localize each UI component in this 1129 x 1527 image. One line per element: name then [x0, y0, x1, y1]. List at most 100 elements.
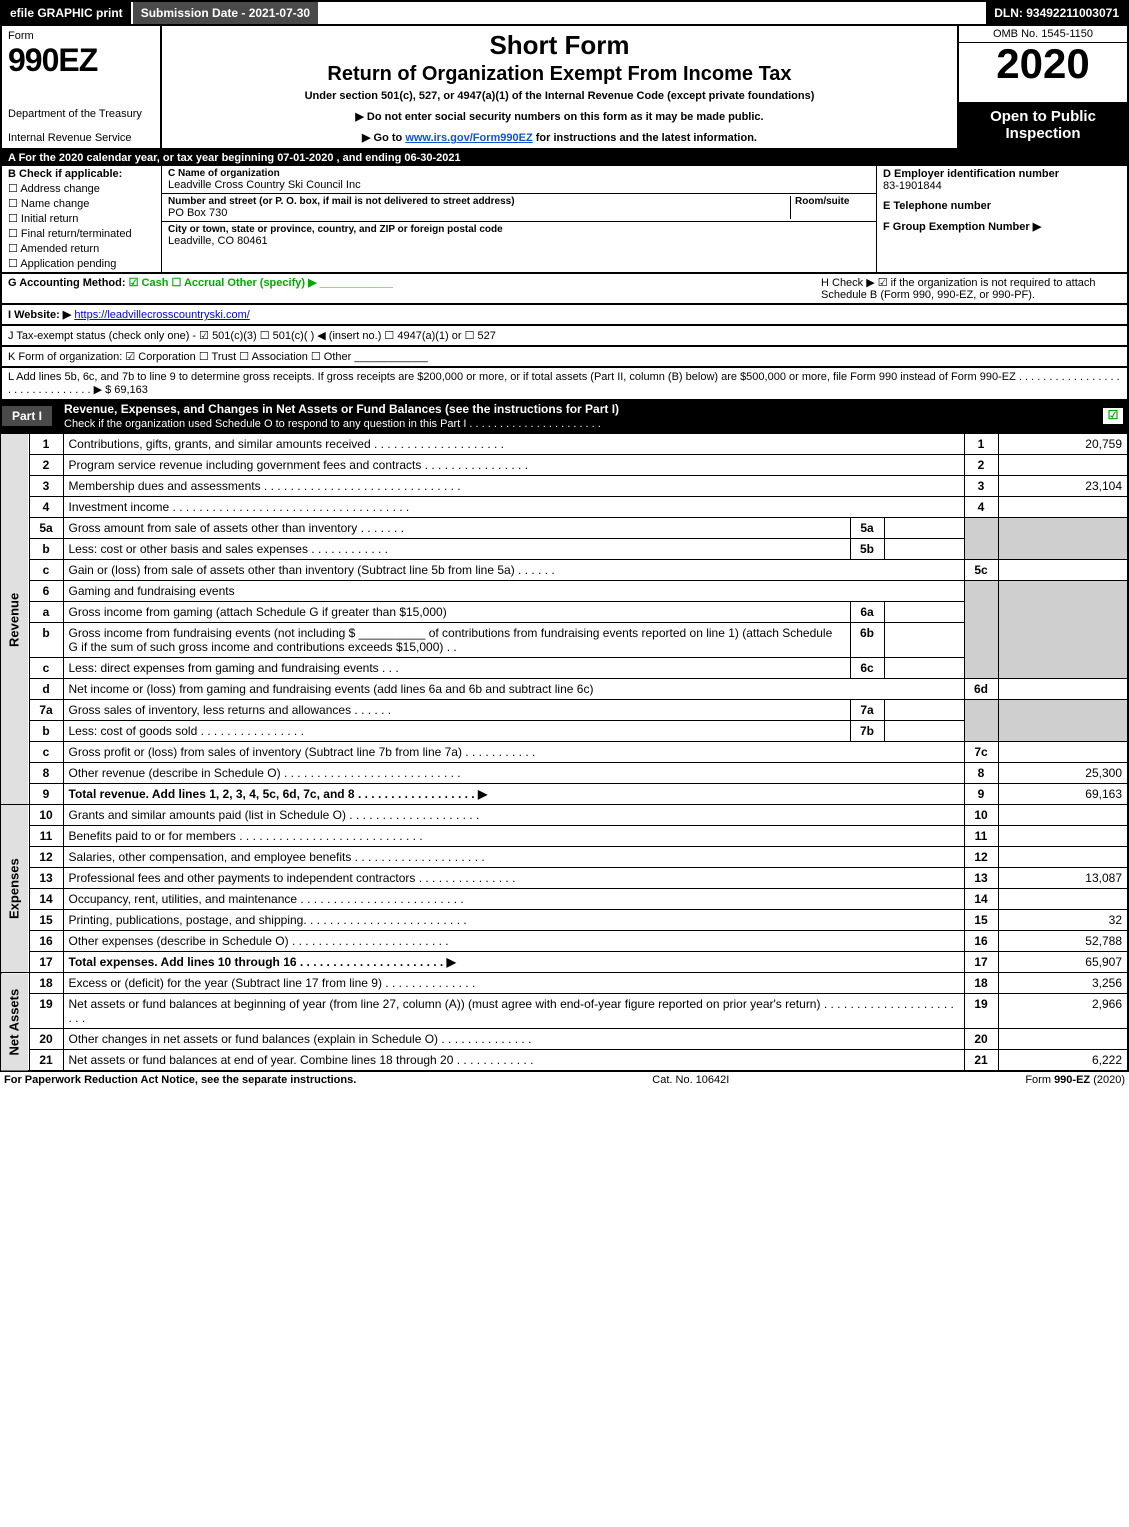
part1-schedule-o-checkbox[interactable]: ☑ — [1103, 408, 1123, 424]
subln-5b: 5b — [850, 539, 884, 560]
tel-label: E Telephone number — [883, 200, 991, 212]
subln-7a: 7a — [850, 700, 884, 721]
org-name: Leadville Cross Country Ski Council Inc — [168, 179, 870, 191]
tax-year: 2020 — [959, 43, 1127, 85]
ln-1: 1 — [29, 434, 63, 455]
org-name-row: C Name of organization Leadville Cross C… — [162, 166, 876, 194]
numcol-16: 16 — [964, 931, 998, 952]
desc-9: Total revenue. Add lines 1, 2, 3, 4, 5c,… — [63, 784, 964, 805]
col-b-checkboxes: B Check if applicable: ☐ Address change … — [2, 166, 162, 272]
desc-14: Occupancy, rent, utilities, and maintena… — [63, 889, 964, 910]
form-number: 990EZ — [8, 42, 154, 79]
i-website-row: I Website: ▶ https://leadvillecrosscount… — [0, 305, 1129, 326]
ln-6b: b — [29, 623, 63, 658]
dept-irs: Internal Revenue Service — [8, 132, 154, 144]
subln-6b: 6b — [850, 623, 884, 658]
header-left: Form 990EZ Department of the Treasury In… — [2, 26, 162, 148]
note-link: ▶ Go to www.irs.gov/Form990EZ for instru… — [170, 131, 949, 144]
side-expenses: Expenses — [1, 805, 29, 973]
ln-7b: b — [29, 721, 63, 742]
h-schedule-b: H Check ▶ ☑ if the organization is not r… — [821, 276, 1121, 301]
g-accounting: G Accounting Method: ☑ Cash ☐ Accrual Ot… — [8, 276, 821, 301]
desc-21: Net assets or fund balances at end of ye… — [63, 1050, 964, 1072]
efile-label[interactable]: efile GRAPHIC print — [2, 2, 131, 24]
website-link[interactable]: https://leadvillecrosscountryski.com/ — [74, 309, 249, 321]
irs-link[interactable]: www.irs.gov/Form990EZ — [405, 132, 532, 144]
cb-initial-return[interactable]: ☐ Initial return — [8, 212, 155, 225]
desc-17: Total expenses. Add lines 10 through 16 … — [63, 952, 964, 973]
street-label: Number and street (or P. O. box, if mail… — [168, 196, 790, 207]
footer-center: Cat. No. 10642I — [652, 1074, 729, 1086]
cb-application-pending[interactable]: ☐ Application pending — [8, 257, 155, 270]
val-16: 52,788 — [998, 931, 1128, 952]
cb-name-change[interactable]: ☐ Name change — [8, 197, 155, 210]
val-1: 20,759 — [998, 434, 1128, 455]
subln-7b: 7b — [850, 721, 884, 742]
g-label: G Accounting Method: — [8, 277, 126, 289]
val-5c — [998, 560, 1128, 581]
numcol-10: 10 — [964, 805, 998, 826]
ln-6d: d — [29, 679, 63, 700]
ln-11: 11 — [29, 826, 63, 847]
dln: DLN: 93492211003071 — [986, 2, 1127, 24]
ln-6c: c — [29, 658, 63, 679]
val-19: 2,966 — [998, 994, 1128, 1029]
greyval-6abc — [998, 581, 1128, 679]
desc-20: Other changes in net assets or fund bala… — [63, 1029, 964, 1050]
footer-right: Form 990-EZ (2020) — [1025, 1074, 1125, 1086]
ln-14: 14 — [29, 889, 63, 910]
numcol-17: 17 — [964, 952, 998, 973]
org-name-label: C Name of organization — [168, 168, 870, 179]
numcol-12: 12 — [964, 847, 998, 868]
header-center: Short Form Return of Organization Exempt… — [162, 26, 957, 148]
val-3: 23,104 — [998, 476, 1128, 497]
cb-final-return[interactable]: ☐ Final return/terminated — [8, 227, 155, 240]
val-6d — [998, 679, 1128, 700]
room-label: Room/suite — [795, 196, 870, 207]
ein-label: D Employer identification number — [883, 168, 1059, 180]
val-4 — [998, 497, 1128, 518]
ln-5b: b — [29, 539, 63, 560]
ln-18: 18 — [29, 973, 63, 994]
ln-17: 17 — [29, 952, 63, 973]
val-8: 25,300 — [998, 763, 1128, 784]
grey-7ab — [964, 700, 998, 742]
val-14 — [998, 889, 1128, 910]
greyval-7ab — [998, 700, 1128, 742]
desc-5b: Less: cost or other basis and sales expe… — [63, 539, 850, 560]
desc-6c: Less: direct expenses from gaming and fu… — [63, 658, 850, 679]
desc-7a: Gross sales of inventory, less returns a… — [63, 700, 850, 721]
form-label: Form — [8, 30, 154, 42]
desc-16: Other expenses (describe in Schedule O) … — [63, 931, 964, 952]
top-spacer — [320, 2, 986, 24]
subtitle: Under section 501(c), 527, or 4947(a)(1)… — [170, 90, 949, 102]
val-17: 65,907 — [998, 952, 1128, 973]
part1-tab: Part I — [2, 406, 52, 426]
desc-1: Contributions, gifts, grants, and simila… — [63, 434, 964, 455]
val-12 — [998, 847, 1128, 868]
ln-21: 21 — [29, 1050, 63, 1072]
part1-header: Part I Revenue, Expenses, and Changes in… — [0, 399, 1129, 433]
numcol-9: 9 — [964, 784, 998, 805]
section-a-tax-year: A For the 2020 calendar year, or tax yea… — [0, 150, 1129, 166]
desc-3: Membership dues and assessments . . . . … — [63, 476, 964, 497]
col-d: D Employer identification number83-19018… — [877, 166, 1127, 272]
val-9: 69,163 — [998, 784, 1128, 805]
ln-6a: a — [29, 602, 63, 623]
col-b-head: B Check if applicable: — [8, 168, 155, 180]
numcol-8: 8 — [964, 763, 998, 784]
ln-10: 10 — [29, 805, 63, 826]
numcol-13: 13 — [964, 868, 998, 889]
desc-19: Net assets or fund balances at beginning… — [63, 994, 964, 1029]
val-10 — [998, 805, 1128, 826]
numcol-1: 1 — [964, 434, 998, 455]
val-21: 6,222 — [998, 1050, 1128, 1072]
subln-5a: 5a — [850, 518, 884, 539]
cb-amended-return[interactable]: ☐ Amended return — [8, 242, 155, 255]
desc-12: Salaries, other compensation, and employ… — [63, 847, 964, 868]
desc-7b: Less: cost of goods sold . . . . . . . .… — [63, 721, 850, 742]
city: Leadville, CO 80461 — [168, 235, 870, 247]
cb-address-change[interactable]: ☐ Address change — [8, 182, 155, 195]
ln-7a: 7a — [29, 700, 63, 721]
val-13: 13,087 — [998, 868, 1128, 889]
